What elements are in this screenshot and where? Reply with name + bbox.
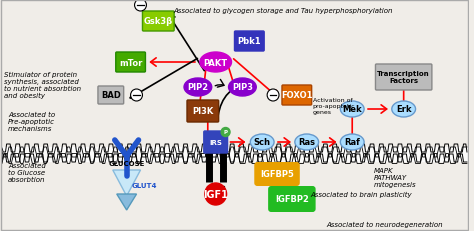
Text: Associated to glycogen storage and Tau hyperphosphorylation: Associated to glycogen storage and Tau h… [173,8,392,14]
FancyBboxPatch shape [143,12,174,32]
Text: IGFBP5: IGFBP5 [260,170,294,179]
Circle shape [205,183,227,205]
FancyBboxPatch shape [375,65,432,91]
Ellipse shape [340,134,364,150]
Polygon shape [113,170,140,196]
Text: Associated
to Glucose
absorbtion: Associated to Glucose absorbtion [8,162,46,182]
Text: MAPK
PATHWAY
mitogenesis: MAPK PATHWAY mitogenesis [374,167,417,187]
Ellipse shape [200,53,231,73]
Text: IGF1: IGF1 [203,189,228,199]
Text: BAD: BAD [101,91,121,100]
Text: Gsk3β: Gsk3β [144,17,173,26]
Text: IRS: IRS [209,139,222,145]
Text: PIP3: PIP3 [232,83,253,92]
Text: GLUT4: GLUT4 [132,182,157,188]
Ellipse shape [295,134,319,150]
Ellipse shape [228,79,256,97]
Text: Associated to neurodegeneration: Associated to neurodegeneration [327,221,443,227]
Text: Pbk1: Pbk1 [237,37,261,46]
FancyBboxPatch shape [116,53,146,73]
Ellipse shape [340,102,364,118]
Text: GLUCOSE: GLUCOSE [109,160,145,166]
Text: Activation of
pro-apoptotic
genes: Activation of pro-apoptotic genes [313,97,356,114]
Text: Ras: Ras [298,138,315,147]
Circle shape [135,0,146,12]
FancyBboxPatch shape [98,87,124,105]
Text: Raf: Raf [344,138,360,147]
FancyBboxPatch shape [268,186,316,212]
Text: PIP2: PIP2 [187,83,209,92]
FancyBboxPatch shape [204,131,228,153]
Text: P: P [224,130,228,135]
Circle shape [221,128,230,137]
Ellipse shape [392,102,416,118]
FancyBboxPatch shape [235,32,264,52]
Text: Associated to
Pre-apoptotic
mechanisms: Associated to Pre-apoptotic mechanisms [8,112,55,132]
Text: mTor: mTor [119,58,142,67]
Text: Stimulator of protein
synthesis, associated
to nutrient absorbtion
and obesity: Stimulator of protein synthesis, associa… [4,72,81,99]
Text: FOXO1: FOXO1 [281,91,312,100]
Text: Transcription
Factors: Transcription Factors [377,71,430,84]
Text: Sch: Sch [254,138,271,147]
Circle shape [267,90,279,102]
Text: Mek: Mek [342,105,362,114]
Circle shape [131,90,143,102]
Polygon shape [117,194,137,210]
Ellipse shape [184,79,212,97]
Ellipse shape [250,134,274,150]
FancyBboxPatch shape [187,100,219,122]
FancyBboxPatch shape [254,162,300,186]
Text: Erk: Erk [396,105,411,114]
Text: PAKT: PAKT [204,58,228,67]
Text: IGFBP2: IGFBP2 [275,195,309,204]
FancyBboxPatch shape [282,86,312,106]
Text: Associated to brain plasticity: Associated to brain plasticity [310,191,412,197]
Text: PI3K: PI3K [192,107,213,116]
